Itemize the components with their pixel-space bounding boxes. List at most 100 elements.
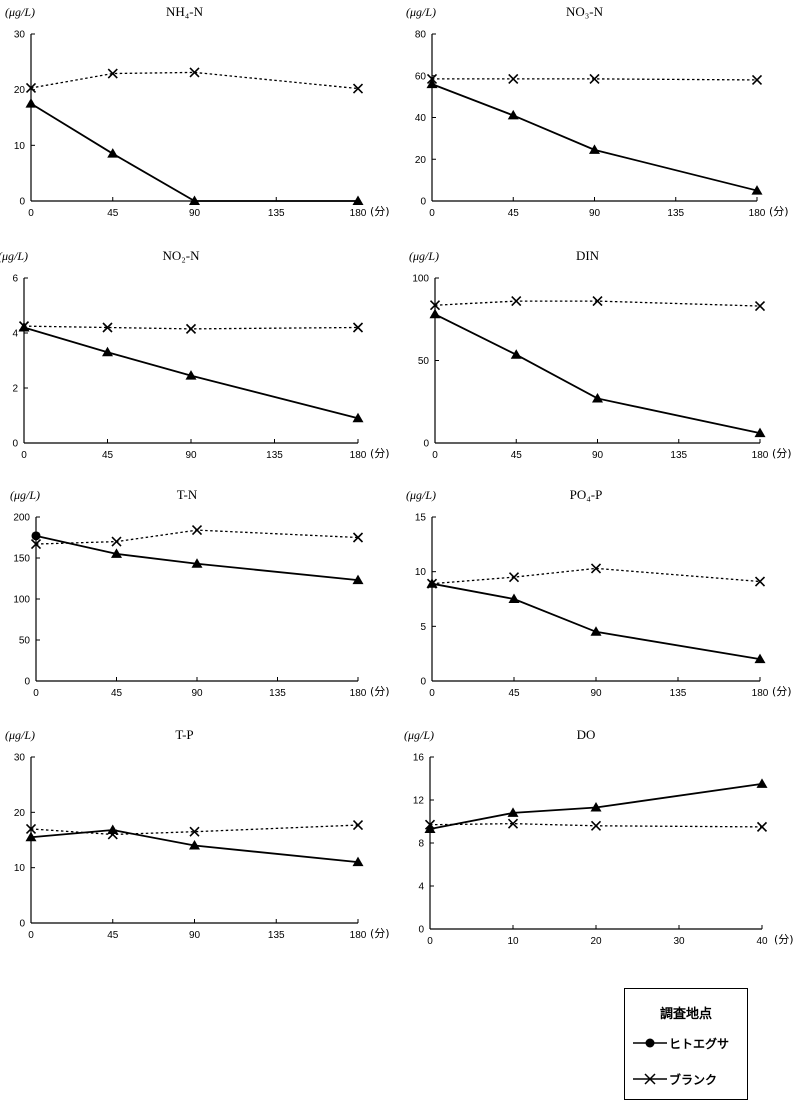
y-unit-label: (μg/L)	[5, 5, 35, 19]
y-tick-label: 4	[12, 329, 18, 340]
data-point-x-marker	[107, 68, 118, 79]
data-point-triangle	[189, 840, 200, 850]
data-point-x-marker	[102, 322, 113, 333]
x-marker-stroke	[507, 818, 519, 829]
data-point-x-marker	[352, 83, 364, 94]
data-point-x-marker	[511, 296, 522, 307]
data-point-triangle	[111, 548, 122, 558]
x-tick-label: 45	[111, 688, 123, 699]
data-point-triangle	[426, 78, 438, 89]
y-tick-label: 0	[12, 439, 18, 450]
y-tick-label: 0	[24, 677, 30, 688]
x-tick-label: 30	[673, 936, 685, 947]
data-point-x-marker	[589, 73, 600, 84]
y-tick-label: 60	[415, 71, 427, 82]
data-point-triangle	[352, 856, 364, 867]
y-tick-label: 0	[420, 677, 426, 688]
y-unit-label: (μg/L)	[10, 488, 40, 502]
chart-title: DO	[577, 727, 596, 742]
y-tick-label: 2	[12, 384, 18, 395]
x-marker-stroke	[426, 73, 438, 84]
series-line-hitoegusa	[30, 102, 358, 202]
data-point-triangle	[592, 392, 603, 403]
series-line-blank	[30, 71, 359, 90]
data-point-x-marker	[426, 578, 438, 589]
x-marker-stroke	[592, 296, 603, 307]
x-marker-stroke	[30, 538, 42, 550]
series-line-hitoegusa	[30, 829, 359, 864]
chart-title: NO₃-N	[566, 4, 604, 19]
series-line-blank	[23, 325, 359, 330]
x-marker-stroke	[111, 536, 122, 547]
x-tick-label: 180	[752, 450, 769, 461]
y-tick-label: 4	[418, 882, 424, 893]
x-marker-stroke	[352, 532, 364, 543]
data-point-x-marker	[352, 322, 364, 333]
x-unit-label: (分)	[370, 205, 390, 218]
data-point-triangle	[754, 427, 766, 438]
data-point-triangle	[25, 98, 37, 108]
chart-title: T-N	[177, 487, 198, 502]
y-unit-label: (μg/L)	[406, 488, 436, 502]
x-tick-label: 90	[189, 208, 201, 219]
y-tick-label: 30	[14, 753, 26, 764]
x-tick-label: 0	[33, 688, 39, 699]
series-line-hitoegusa	[23, 326, 359, 420]
data-point-triangle	[590, 802, 602, 812]
y-tick-label: 8	[418, 839, 424, 850]
x-tick-label: 0	[429, 688, 435, 699]
y-unit-label: (μg/L)	[0, 249, 28, 263]
y-tick-label: 20	[14, 85, 26, 96]
y-tick-label: 12	[413, 796, 425, 807]
x-tick-label: 180	[350, 930, 367, 941]
data-point-triangle	[107, 148, 119, 158]
x-tick-label: 45	[511, 450, 523, 461]
chart-panel	[25, 756, 364, 924]
x-tick-label: 90	[589, 208, 601, 219]
x-unit-label: (分)	[772, 685, 792, 698]
x-tick-label: 135	[667, 208, 684, 219]
y-tick-label: 40	[415, 113, 427, 124]
data-point-x-marker	[107, 829, 118, 840]
data-point-x-marker	[751, 74, 763, 85]
y-tick-label: 20	[415, 155, 427, 166]
x-unit-label: (分)	[772, 447, 792, 460]
y-tick-label: 10	[14, 141, 26, 152]
data-point-x-marker	[590, 563, 602, 574]
y-tick-label: 0	[19, 197, 25, 208]
x-tick-label: 0	[28, 930, 34, 941]
x-marker-stroke	[102, 322, 113, 333]
x-unit-label: (分)	[370, 447, 390, 460]
data-point-triangle	[508, 593, 520, 603]
x-marker-stroke	[424, 819, 436, 830]
y-tick-label: 30	[14, 30, 26, 41]
data-point-triangle	[352, 195, 364, 205]
data-point-triangle	[510, 349, 522, 359]
chart-panel	[426, 33, 763, 202]
data-point-x-marker	[25, 823, 37, 834]
y-tick-label: 10	[14, 863, 26, 874]
legend-item-hitoegusa: ヒトエグサ	[633, 1035, 729, 1051]
data-point-x-marker	[189, 826, 200, 837]
x-tick-label: 135	[269, 688, 286, 699]
x-tick-label: 10	[507, 936, 519, 947]
y-tick-label: 100	[13, 595, 30, 606]
data-point-triangle	[507, 109, 519, 120]
data-point-x-marker	[424, 819, 436, 830]
x-marker-stroke	[590, 563, 602, 574]
y-tick-label: 80	[415, 30, 427, 41]
y-tick-label: 0	[19, 919, 25, 930]
y-tick-label: 50	[418, 356, 430, 367]
x-tick-label: 45	[508, 208, 520, 219]
series-line-blank	[429, 822, 763, 828]
legend-item-blank: ブランク	[633, 1071, 717, 1087]
data-point-x-marker	[507, 818, 519, 829]
x-marker-stroke	[25, 823, 37, 834]
legend-title: 調査地点	[659, 1007, 712, 1022]
y-tick-label: 20	[14, 808, 26, 819]
x-tick-label: 180	[350, 208, 367, 219]
x-tick-label: 0	[427, 936, 433, 947]
x-marker-stroke	[754, 576, 766, 587]
legend-label: ヒトエグサ	[669, 1036, 730, 1051]
